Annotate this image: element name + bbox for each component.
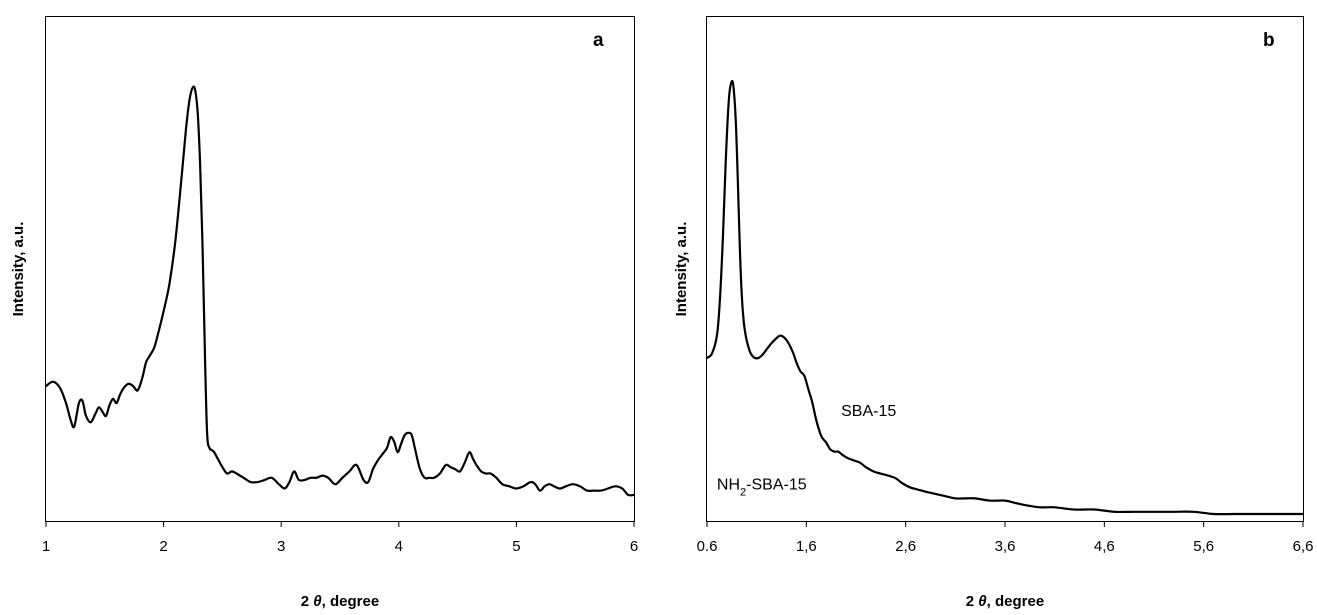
panel-label: b bbox=[1263, 30, 1275, 51]
y-axis-title: Intensity, a.u. bbox=[10, 222, 27, 317]
x-ticks bbox=[45, 521, 635, 527]
x-tick-label: 0.6 bbox=[697, 538, 718, 555]
x-tick-label: 1,6 bbox=[796, 538, 817, 555]
x-tick-label: 2 bbox=[159, 538, 167, 555]
x-tick-label: 3,6 bbox=[995, 538, 1016, 555]
x-tick-label: 2,6 bbox=[895, 538, 916, 555]
x-tick-labels: 1 2 3 4 5 6 bbox=[42, 538, 638, 555]
panel-label: a bbox=[593, 30, 604, 51]
plot-area-frame bbox=[706, 16, 1304, 522]
x-tick-label: 1 bbox=[42, 538, 50, 555]
x-axis-title: 2 θ, degree bbox=[301, 593, 379, 610]
x-tick-label: 4 bbox=[395, 538, 403, 555]
y-axis-title: Intensity, a.u. bbox=[673, 222, 690, 317]
x-ticks bbox=[706, 521, 1304, 527]
x-tick-label: 6 bbox=[630, 538, 638, 555]
x-tick-labels: 0.6 1,6 2,6 3,6 4,6 5,6 6,6 bbox=[697, 538, 1314, 555]
annotation-sba15: SBA-15 bbox=[841, 403, 896, 420]
x-tick-label: 6,6 bbox=[1293, 538, 1314, 555]
annotation-nh2-sba15: NH2-SBA-15 bbox=[717, 476, 807, 498]
x-tick-label: 3 bbox=[277, 538, 285, 555]
xrd-curve bbox=[44, 85, 636, 497]
plot-area-frame bbox=[45, 16, 635, 522]
xrd-curve bbox=[705, 79, 1305, 516]
panel-a: 1 2 3 4 5 6 a 2 θ, degree Intensity, a.u. bbox=[10, 16, 638, 610]
x-tick-label: 4,6 bbox=[1094, 538, 1115, 555]
x-tick-label: 5 bbox=[512, 538, 520, 555]
x-tick-label: 5,6 bbox=[1193, 538, 1214, 555]
x-axis-title: 2 θ, degree bbox=[966, 593, 1044, 610]
panel-b: 0.6 1,6 2,6 3,6 4,6 5,6 6,6 b SBA-15 NH2-SBA-1… bbox=[673, 16, 1314, 610]
